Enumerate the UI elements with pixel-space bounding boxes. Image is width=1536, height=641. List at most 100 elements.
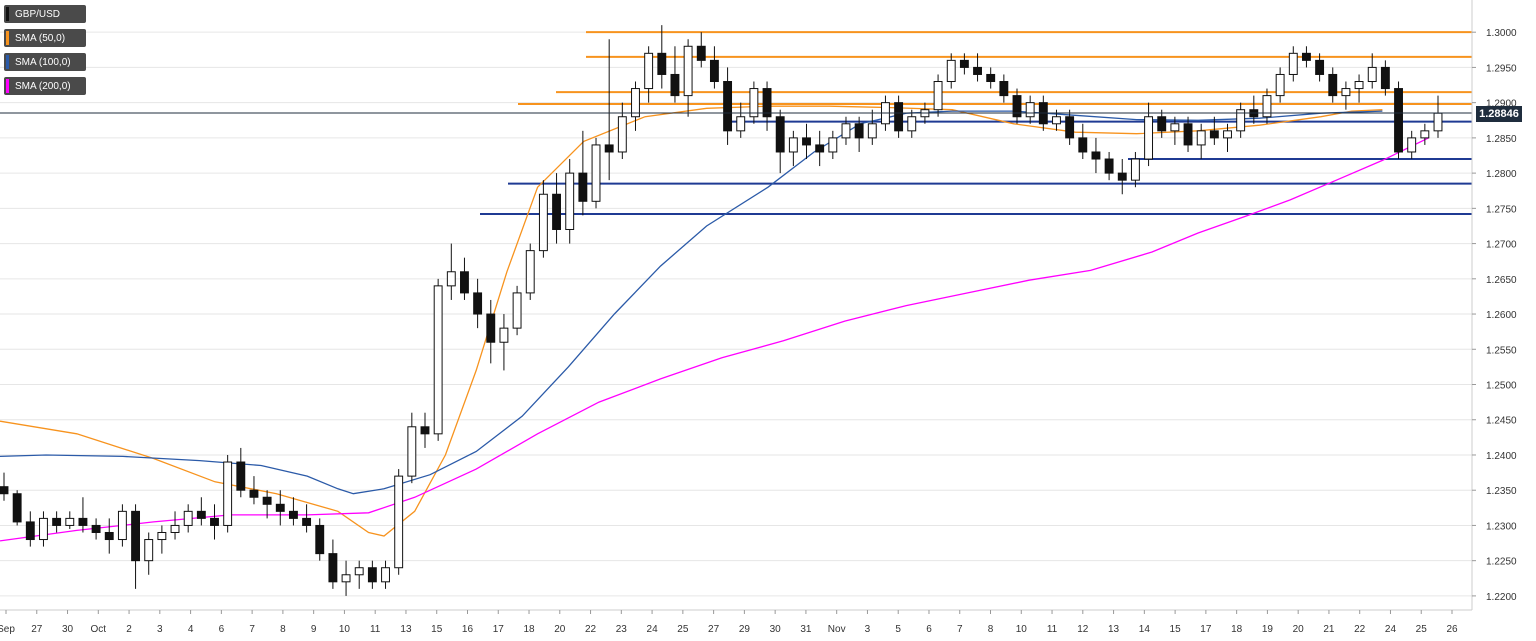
candle: [1091, 137, 1101, 174]
candle: [775, 109, 785, 174]
candle: [1328, 67, 1338, 103]
candle: [1078, 123, 1088, 160]
candle: [302, 504, 312, 533]
support-resistance-levels: [480, 31, 1472, 215]
candle: [157, 525, 167, 554]
candle-body: [25, 521, 35, 541]
candle: [473, 278, 483, 329]
legend-swatch: [6, 55, 9, 69]
candle-body: [0, 486, 9, 495]
candle-body: [210, 517, 219, 526]
candle-body: [131, 510, 141, 562]
x-tick-label: 24: [1385, 624, 1397, 635]
candle-body: [525, 250, 535, 294]
candle: [644, 46, 654, 103]
candle: [1104, 151, 1114, 181]
last-price-badge: 1.28846: [1476, 106, 1522, 122]
candle-body: [973, 66, 982, 75]
y-tick-label: 1.2350: [1486, 486, 1517, 497]
candle-body: [1078, 137, 1088, 153]
candle-body: [1380, 66, 1390, 90]
x-tick-label: 10: [339, 624, 351, 635]
candle: [275, 490, 285, 526]
y-tick-label: 1.2800: [1486, 169, 1517, 180]
y-tick-label: 1.2700: [1486, 240, 1517, 251]
x-tick-label: 27: [31, 624, 43, 635]
candle-body: [631, 88, 640, 118]
candle: [394, 469, 404, 575]
candle: [499, 314, 509, 371]
candle: [959, 53, 969, 75]
candle-body: [249, 489, 259, 498]
candle-body: [709, 59, 719, 83]
candle: [1301, 46, 1311, 68]
candle: [683, 39, 693, 117]
y-tick-label: 1.2850: [1486, 134, 1517, 145]
candle: [249, 476, 259, 505]
candle: [1117, 159, 1127, 195]
candle: [696, 32, 706, 68]
candle-body: [302, 517, 312, 526]
x-tick-label: 17: [1200, 624, 1212, 635]
candle-body: [196, 510, 206, 519]
y-tick-label: 1.2550: [1486, 345, 1517, 356]
x-tick-label: 31: [800, 624, 812, 635]
candle-body: [512, 292, 522, 329]
legend-item-sma200[interactable]: SMA (200,0): [4, 77, 86, 95]
candle: [709, 46, 719, 89]
x-tick-label: 6: [219, 624, 225, 635]
candle-body: [1012, 95, 1022, 118]
y-tick-label: 1.2250: [1486, 557, 1517, 568]
candle-body: [262, 496, 272, 505]
x-tick-label: 29: [739, 624, 751, 635]
chart-grid: [0, 31, 1472, 597]
candle-body: [670, 73, 680, 97]
candle-body: [328, 553, 338, 583]
x-tick-label: 22: [585, 624, 597, 635]
candle-body: [433, 285, 443, 435]
candle-body: [933, 81, 943, 111]
candle-body: [315, 524, 325, 555]
candle-body: [1052, 116, 1061, 125]
candle-body: [12, 493, 22, 523]
y-tick-label: 1.2500: [1486, 381, 1517, 392]
x-tick-label: 22: [1354, 624, 1366, 635]
candle: [0, 472, 9, 501]
x-tick-label: 13: [400, 624, 412, 635]
legend-item-sma50[interactable]: SMA (50,0): [4, 29, 86, 47]
candle: [1275, 67, 1285, 103]
candle-body: [117, 510, 127, 541]
candle-body: [446, 271, 456, 287]
candle-body: [986, 73, 996, 83]
candle-body: [696, 45, 706, 61]
x-tick-label: 3: [865, 624, 871, 635]
candle: [183, 504, 193, 533]
candle: [223, 454, 233, 533]
y-tick-label: 1.2300: [1486, 521, 1517, 532]
candle: [815, 130, 825, 167]
candle: [973, 53, 982, 82]
candle: [867, 109, 877, 145]
sma-line: [0, 105, 1383, 537]
candle-body: [775, 116, 785, 153]
candle: [1367, 53, 1377, 89]
candle-body: [170, 524, 180, 533]
x-axis: Sep 27 30 Oct 2 3 4 6 7 8 9 10 11 13 15 16 17 18 20 22 23 24 2…: [0, 609, 1472, 635]
x-tick-label: 30: [770, 624, 782, 635]
candle: [617, 102, 627, 160]
candle-body: [1157, 116, 1167, 132]
candle-body: [78, 517, 88, 526]
x-tick-label: 21: [1323, 624, 1335, 635]
legend-item-sma100[interactable]: SMA (100,0): [4, 53, 86, 71]
candle: [433, 278, 443, 441]
candle-body: [999, 81, 1009, 97]
candle: [446, 243, 456, 300]
candle-body: [657, 52, 667, 75]
candle: [262, 490, 272, 519]
candle: [749, 81, 759, 124]
candle-body: [288, 510, 298, 519]
legend-item-gbpusd[interactable]: GBP/USD: [4, 5, 86, 23]
candle-body: [1223, 130, 1232, 139]
candle: [1130, 151, 1140, 188]
